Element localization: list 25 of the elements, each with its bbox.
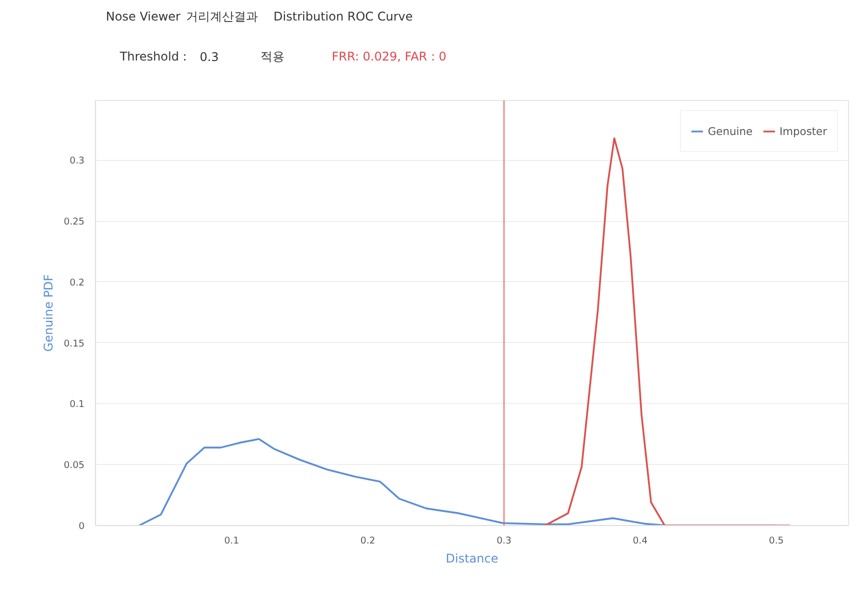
y-tick-label: 0.15: [64, 338, 85, 350]
text: Nose Viewer: [106, 10, 181, 24]
y-tick-label: 0.2: [70, 277, 85, 288]
x-tick-label: 0.2: [360, 536, 376, 546]
x-tick-label: 0.5: [768, 536, 784, 546]
x-tick-label: 0.1: [224, 536, 240, 546]
legend-label: Genuine: [708, 124, 753, 138]
y-tick-label: 0.1: [70, 399, 85, 410]
x-tick-label: 0.4: [632, 536, 648, 546]
x-tick-label: 0.3: [496, 536, 512, 546]
line-series: [544, 137, 791, 526]
y-axis-title: Genuine PDF: [42, 274, 56, 352]
x-axis-title: Distance: [446, 552, 498, 566]
legend-label: Imposter: [780, 124, 827, 138]
text: 적용: [260, 50, 285, 64]
text: 거리계산결과: [186, 10, 258, 24]
y-tick-label: 0.3: [70, 156, 85, 167]
y-tick-label: 0: [78, 521, 85, 532]
y-tick-label: 0.05: [64, 460, 85, 472]
text: Threshold :: [118, 50, 187, 64]
text: ROC Curve: [347, 10, 413, 24]
y-tick-label: 0.25: [64, 216, 85, 228]
text: Distribution: [274, 10, 344, 24]
text: 0.3: [200, 50, 219, 64]
text: FRR: 0.029, FAR : 0: [332, 50, 446, 64]
